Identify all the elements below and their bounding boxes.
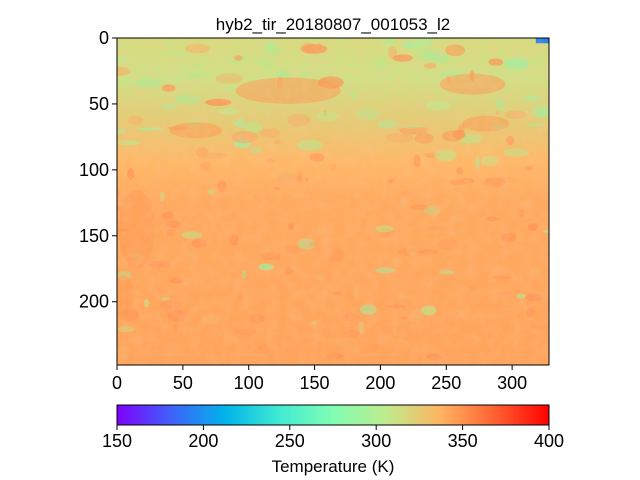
y-tick-label: 0: [99, 28, 109, 48]
colorbar-tick-label: 250: [275, 431, 305, 451]
y-tick-label: 150: [79, 226, 109, 246]
y-axis: 0 50 100 150 200: [79, 28, 117, 312]
plot-frame: [116, 37, 550, 366]
x-tick-label: 200: [365, 373, 395, 393]
y-tick-label: 50: [89, 94, 109, 114]
heatmap-noise: [117, 38, 549, 365]
x-tick-label: 50: [173, 373, 193, 393]
colorbar-tick-label: 350: [448, 431, 478, 451]
colorbar-tick-label: 400: [534, 431, 564, 451]
colorbar-tick-label: 150: [102, 431, 132, 451]
heatmap-image: [117, 38, 549, 365]
colorbar-tick-label: 300: [361, 431, 391, 451]
y-tick-label: 200: [79, 292, 109, 312]
x-axis: 0 50 100 150 200 250 300: [112, 365, 527, 393]
y-tick-label: 100: [79, 160, 109, 180]
colorbar-axis: 150 200 250 300 350 400: [102, 425, 564, 451]
x-tick-label: 250: [431, 373, 461, 393]
colorbar-tick-label: 200: [188, 431, 218, 451]
chart-title: hyb2_tir_20180807_001053_l2: [216, 15, 450, 34]
x-tick-label: 0: [112, 373, 122, 393]
colorbar: [116, 404, 550, 426]
colorbar-label: Temperature (K): [272, 457, 395, 476]
x-tick-label: 300: [497, 373, 527, 393]
x-tick-label: 100: [234, 373, 264, 393]
x-tick-label: 150: [300, 373, 330, 393]
